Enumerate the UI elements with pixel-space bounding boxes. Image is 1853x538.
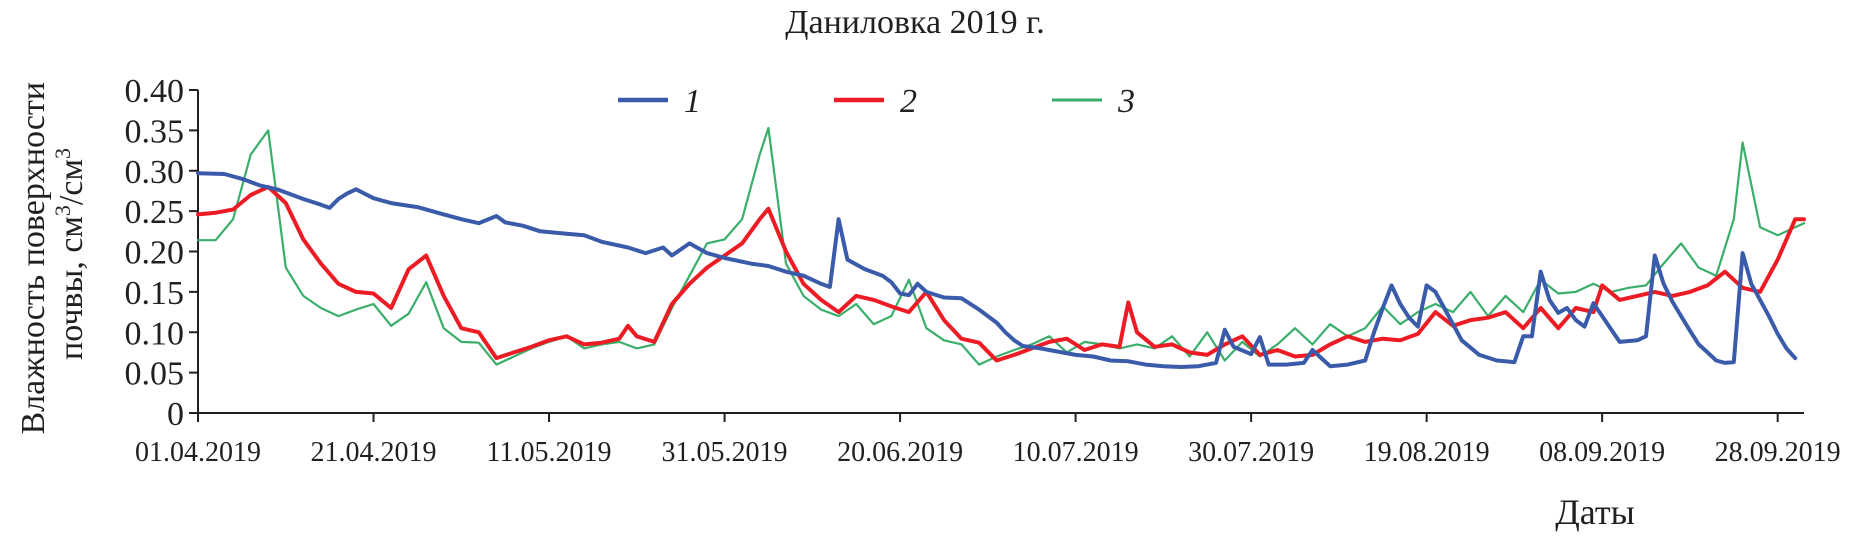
x-tick-label: 20.06.2019 bbox=[837, 437, 963, 468]
y-tick-label: 0.05 bbox=[125, 356, 185, 393]
legend-label-2: 2 bbox=[900, 83, 917, 120]
y-axis-label: Влажность поверхности почвы, см3/см3 bbox=[15, 73, 90, 434]
x-tick-label: 11.05.2019 bbox=[487, 437, 612, 468]
legend-label-1: 1 bbox=[684, 83, 701, 120]
y-tick-label: 0.15 bbox=[125, 275, 185, 312]
x-tick-label: 01.04.2019 bbox=[135, 437, 261, 468]
x-tick-label: 28.09.2019 bbox=[1715, 437, 1841, 468]
y-tick-label: 0.35 bbox=[125, 113, 185, 150]
series-1-line bbox=[196, 171, 1798, 369]
y-tick-label: 0 bbox=[167, 396, 184, 433]
x-axis-label: Даты bbox=[1555, 492, 1635, 532]
axes bbox=[197, 90, 1804, 414]
series-lines bbox=[196, 126, 1806, 369]
chart-title: Даниловка 2019 г. bbox=[785, 4, 1044, 41]
x-tick-label: 19.08.2019 bbox=[1364, 437, 1490, 468]
series-2-line bbox=[196, 184, 1806, 363]
x-ticks: 01.04.2019 21.04.2019 11.05.2019 31.05.2019… bbox=[135, 413, 1841, 468]
legend: 1 2 3 bbox=[618, 83, 1135, 120]
y-tick-label: 0.10 bbox=[125, 315, 185, 352]
y-tick-label: 0.30 bbox=[125, 154, 185, 191]
legend-label-3: 3 bbox=[1117, 83, 1135, 120]
y-tick-label: 0.20 bbox=[125, 235, 185, 272]
y-axis-label-line-1: Влажность поверхности bbox=[15, 82, 52, 435]
y-ticks: 00.05 0.100.150.20 0.250.30 0.350.40 bbox=[125, 73, 198, 433]
x-tick-label: 30.07.2019 bbox=[1188, 437, 1314, 468]
x-tick-label: 10.07.2019 bbox=[1013, 437, 1139, 468]
x-tick-label: 31.05.2019 bbox=[662, 437, 788, 468]
y-axis-label-exp-b: 3 bbox=[50, 148, 75, 159]
y-tick-label: 0.40 bbox=[125, 73, 185, 110]
y-axis-label-line-2: почвы, см3/см3 bbox=[50, 148, 91, 360]
y-axis-label-exp-a: 3 bbox=[50, 205, 75, 216]
series-3-line bbox=[196, 126, 1806, 366]
x-tick-label: 08.09.2019 bbox=[1539, 437, 1665, 468]
y-tick-label: 0.25 bbox=[125, 194, 185, 231]
x-tick-label: 21.04.2019 bbox=[311, 437, 437, 468]
y-axis-label-unit-b: /см bbox=[53, 159, 90, 205]
y-axis-label-unit-a: почвы, см bbox=[53, 216, 90, 360]
